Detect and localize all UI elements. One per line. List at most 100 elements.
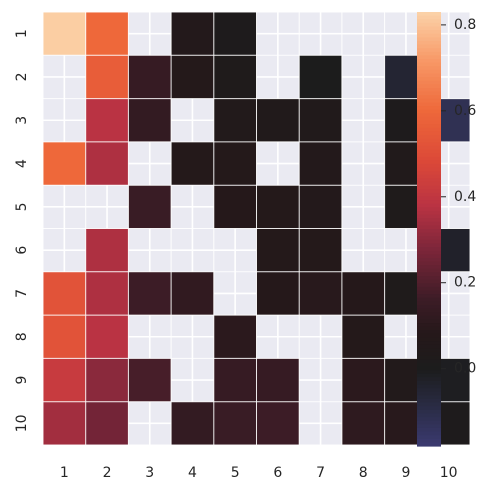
colorbar-segment: [417, 200, 441, 205]
colorbar-segment: [417, 210, 441, 216]
colorbar-segment: [417, 87, 441, 93]
colorbar-segment: [417, 341, 441, 346]
x-tick-label: 7: [316, 465, 325, 481]
colorbar-segment: [417, 77, 441, 82]
x-tick-label: 8: [359, 465, 368, 481]
colorbar-segment: [417, 409, 441, 415]
colorbar-segment: [417, 312, 441, 317]
colorbar-segment: [417, 398, 441, 404]
colorbar-tick-labels: 0.0 0.2 0.4 0.6 0.8: [441, 17, 476, 377]
heatmap-cell-r10-c2: [85, 401, 129, 445]
y-tick-label: 1: [14, 29, 30, 38]
heatmap-cell-r3-c5: [213, 98, 257, 142]
colorbar-segment: [417, 330, 441, 335]
colorbar-segment: [417, 149, 441, 154]
heatmap-cell-r9-c3: [128, 358, 172, 402]
heatmap-cell-r4-c4: [171, 141, 214, 186]
colorbar-segment: [417, 319, 441, 324]
colorbar-segment: [417, 413, 441, 418]
heatmap-cell-r7-c7: [299, 271, 342, 316]
heatmap-cell-r9-c6: [256, 358, 300, 402]
x-tick-label: 2: [103, 465, 112, 481]
colorbar-segment: [417, 427, 441, 433]
colorbar-segment: [417, 417, 441, 422]
heatmap-cell-r3-c6: [256, 98, 300, 142]
colorbar-segment: [417, 254, 441, 259]
colorbar-segment: [417, 185, 441, 190]
y-tick-label: 10: [14, 414, 30, 432]
colorbar-segment: [417, 286, 441, 292]
colorbar-segment: [417, 388, 441, 393]
colorbar-segment: [417, 48, 441, 53]
colorbar-segment: [417, 395, 441, 400]
colorbar-segment: [417, 304, 441, 310]
heatmap-cell-r7-c1: [43, 271, 86, 316]
colorbar-segment: [417, 333, 441, 339]
colorbar-segment: [417, 290, 441, 295]
y-tick-label: 8: [14, 332, 30, 341]
colorbar-segment: [417, 113, 441, 118]
colorbar-segment: [417, 370, 441, 375]
colorbar-segment: [417, 160, 441, 165]
heatmap-cell-r2-c7: [299, 55, 342, 99]
colorbar-segment: [417, 308, 441, 313]
heatmap-cell-r7-c2: [85, 271, 129, 316]
y-tick-label: 5: [14, 202, 30, 211]
colorbar-segment: [417, 380, 441, 386]
colorbar-segment: [417, 163, 441, 169]
colorbar-segment: [417, 102, 441, 107]
colorbar-segment: [417, 59, 441, 64]
colorbar-segment: [417, 243, 441, 248]
heatmap-cell-r2-c4: [171, 55, 214, 99]
y-tick-label: 4: [14, 159, 30, 168]
heatmap-cell-r1-c4: [171, 12, 214, 56]
colorbar-segment: [417, 84, 441, 89]
colorbar-segment: [417, 116, 441, 122]
heatmap-cell-r1-c1: [43, 12, 86, 56]
colorbar-segment: [417, 239, 441, 245]
colorbar-segment: [417, 294, 441, 299]
colorbar-segment: [417, 189, 441, 194]
heatmap-cell-r4-c7: [299, 141, 342, 186]
heatmap-cell-r1-c5: [213, 12, 257, 56]
heatmap-cell-r8-c8: [341, 315, 385, 359]
heatmap-cell-r3-c2: [85, 98, 129, 142]
colorbar-segment: [417, 120, 441, 125]
heatmap-cell-r8-c1: [43, 315, 86, 359]
colorbar-segment: [417, 247, 441, 252]
heatmap-cell-r10-c6: [256, 401, 300, 445]
colorbar-segment: [417, 181, 441, 187]
colorbar-segment: [417, 62, 441, 67]
colorbar-segment: [417, 73, 441, 78]
heatmap-cell-r9-c1: [43, 358, 86, 402]
y-tick-label: 7: [14, 289, 30, 298]
colorbar-segment: [417, 109, 441, 114]
colorbar-segment: [417, 337, 441, 342]
colorbar-segment: [417, 366, 441, 371]
colorbar-segment: [417, 95, 441, 100]
colorbar-segment: [417, 19, 441, 24]
colorbar-segment: [417, 250, 441, 255]
x-tick-label: 6: [273, 465, 282, 481]
colorbar-segment: [417, 326, 441, 331]
heatmap-cell-r5-c7: [299, 185, 342, 229]
colorbar-segment: [417, 145, 441, 151]
colorbar-segment: [417, 351, 441, 357]
colorbar-segment: [417, 236, 441, 241]
heatmap-cell-r8-c2: [85, 315, 129, 359]
heatmap-cell-r3-c3: [128, 98, 172, 142]
x-tick-label: 10: [440, 465, 458, 481]
colorbar-segment: [417, 279, 441, 284]
colorbar-segment: [417, 37, 441, 42]
y-tick-label: 6: [14, 246, 30, 255]
x-tick-label: 9: [401, 465, 410, 481]
colorbar-segment: [417, 265, 441, 270]
colorbar-segment: [417, 362, 441, 368]
colorbar-segment: [417, 80, 441, 85]
heatmap-cell-r4-c1: [43, 141, 86, 186]
colorbar-segment: [417, 91, 441, 96]
colorbar-segment: [417, 232, 441, 237]
heatmap-cell-r2-c5: [213, 55, 257, 99]
heatmap-cell-r7-c4: [171, 271, 214, 316]
colorbar-segment: [417, 377, 441, 382]
